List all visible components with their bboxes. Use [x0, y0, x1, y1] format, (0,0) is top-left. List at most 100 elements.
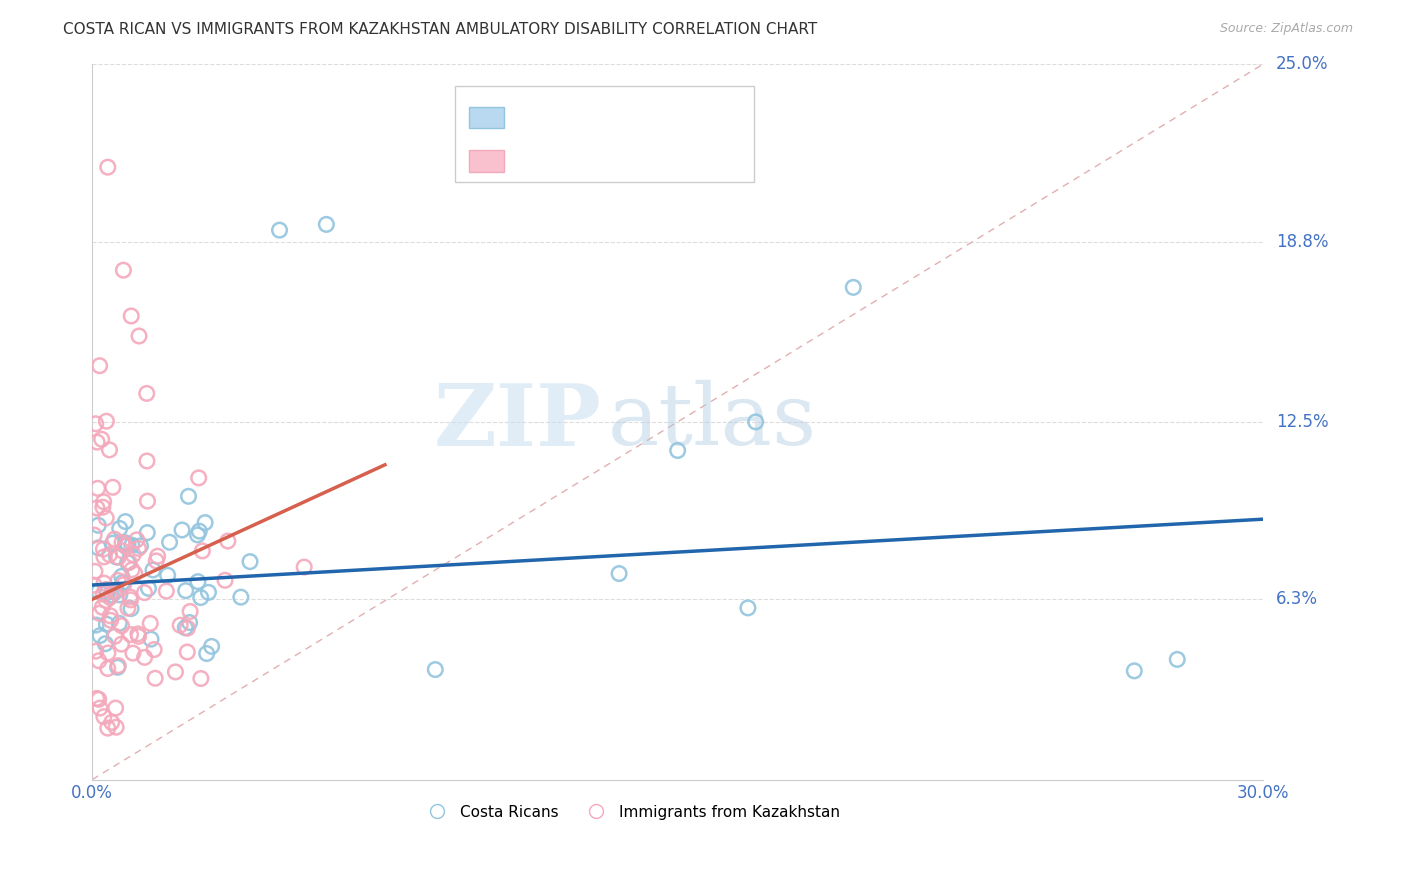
Point: [97, 661, 120, 675]
Text: N = 90: N = 90: [633, 152, 696, 170]
Point: [101, 536, 124, 550]
Point: [111, 544, 134, 558]
Point: [117, 601, 139, 615]
Point: [197, 585, 219, 599]
Point: [169, 618, 191, 632]
Point: [136, 494, 159, 508]
Point: [179, 615, 201, 630]
Text: 12.5%: 12.5%: [1277, 413, 1329, 431]
Point: [103, 532, 125, 546]
Point: [94, 593, 117, 607]
Point: [143, 671, 166, 685]
Point: [134, 650, 156, 665]
Point: [114, 539, 136, 553]
Point: [110, 637, 132, 651]
Point: [97, 585, 120, 599]
Point: [128, 629, 150, 643]
Point: [155, 584, 177, 599]
Point: [124, 566, 146, 581]
Point: [107, 550, 129, 565]
Point: [105, 584, 128, 599]
Point: [84, 565, 107, 579]
Legend: Costa Ricans, Immigrants from Kazakhstan: Costa Ricans, Immigrants from Kazakhstan: [415, 798, 846, 826]
Point: [89, 607, 111, 621]
Point: [108, 521, 131, 535]
Point: [190, 672, 212, 686]
Point: [139, 616, 162, 631]
Point: [89, 629, 111, 643]
Point: [104, 701, 127, 715]
Point: [105, 550, 128, 565]
Point: [165, 665, 187, 679]
Point: [120, 627, 142, 641]
Point: [121, 538, 143, 552]
Point: [84, 618, 107, 632]
Point: [112, 263, 135, 277]
Point: [201, 640, 224, 654]
Point: [118, 556, 141, 570]
Point: [89, 701, 111, 715]
Point: [91, 600, 114, 615]
Point: [101, 480, 124, 494]
Point: [97, 646, 120, 660]
Point: [128, 541, 150, 556]
Point: [86, 501, 108, 516]
Point: [136, 454, 159, 468]
Point: [1123, 664, 1146, 678]
Point: [156, 568, 179, 582]
Point: [90, 432, 112, 446]
Point: [187, 574, 209, 589]
Point: [292, 560, 315, 574]
Point: [142, 563, 165, 577]
Point: [607, 566, 630, 581]
Point: [93, 576, 115, 591]
Point: [86, 691, 108, 706]
Point: [666, 443, 689, 458]
Point: [188, 524, 211, 538]
Point: [143, 642, 166, 657]
Point: [842, 280, 865, 294]
Point: [96, 617, 118, 632]
Point: [111, 575, 134, 590]
Point: [737, 600, 759, 615]
Point: [190, 591, 212, 605]
Point: [107, 660, 129, 674]
Point: [110, 618, 132, 632]
Point: [179, 604, 201, 618]
Point: [214, 574, 236, 588]
Point: [108, 616, 131, 631]
Point: [122, 548, 145, 562]
Point: [114, 515, 136, 529]
Point: [105, 720, 128, 734]
Bar: [470, 107, 505, 128]
Point: [100, 588, 122, 602]
Point: [83, 528, 105, 542]
Point: [96, 511, 118, 525]
Point: [177, 489, 200, 503]
Point: [120, 590, 142, 604]
Text: atlas: atlas: [607, 380, 817, 464]
Text: COSTA RICAN VS IMMIGRANTS FROM KAZAKHSTAN AMBULATORY DISABILITY CORRELATION CHAR: COSTA RICAN VS IMMIGRANTS FROM KAZAKHSTA…: [63, 22, 817, 37]
Text: N = 57: N = 57: [633, 109, 696, 127]
Point: [229, 590, 252, 604]
Point: [176, 621, 198, 635]
Point: [174, 621, 197, 635]
Point: [86, 435, 108, 450]
Point: [107, 658, 129, 673]
Point: [1166, 652, 1188, 666]
Point: [194, 516, 217, 530]
Text: R = 0.227: R = 0.227: [516, 152, 599, 170]
Point: [121, 563, 143, 577]
Point: [83, 578, 105, 592]
Point: [96, 583, 118, 598]
Point: [91, 500, 114, 515]
Point: [84, 417, 107, 431]
Point: [111, 569, 134, 583]
Point: [96, 414, 118, 428]
Point: [744, 415, 766, 429]
Point: [87, 692, 110, 706]
Text: Source: ZipAtlas.com: Source: ZipAtlas.com: [1219, 22, 1353, 36]
Point: [114, 536, 136, 550]
Point: [93, 549, 115, 564]
Point: [93, 542, 115, 557]
